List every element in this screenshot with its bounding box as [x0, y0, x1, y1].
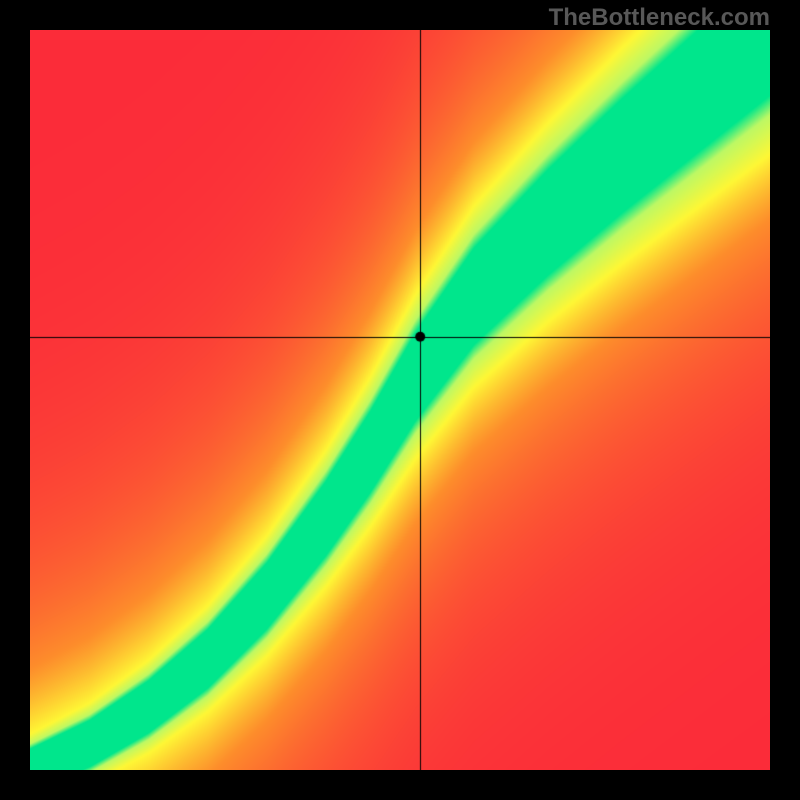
- bottleneck-heatmap: [30, 30, 770, 770]
- watermark-text: TheBottleneck.com: [549, 4, 770, 32]
